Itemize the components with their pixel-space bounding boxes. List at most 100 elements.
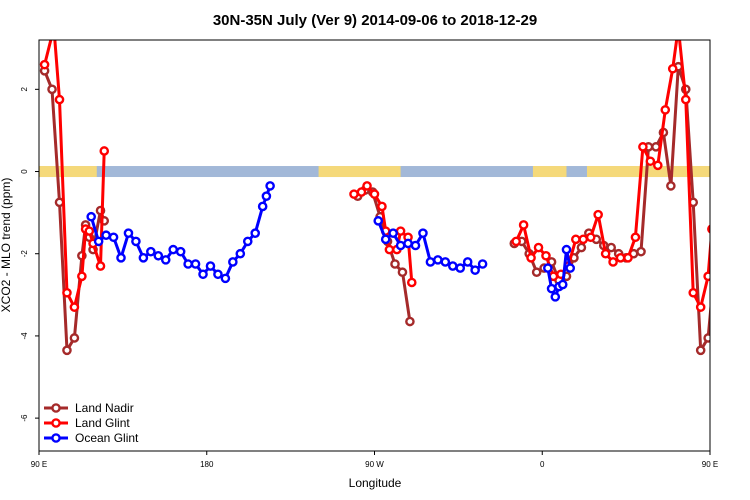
ocean-glint-point bbox=[395, 240, 406, 251]
y-tick-label: -2 bbox=[20, 250, 29, 258]
land-nadir-point bbox=[390, 259, 400, 269]
ocean-glint-series bbox=[86, 181, 750, 302]
land-strip-segment bbox=[586, 166, 710, 178]
ocean-glint-point bbox=[403, 238, 413, 249]
y-tick-label: -4 bbox=[20, 332, 29, 340]
ocean-glint-point bbox=[546, 283, 557, 294]
ocean-glint-point bbox=[160, 255, 171, 265]
ocean-glint-point bbox=[440, 257, 451, 267]
ocean-glint-point bbox=[721, 238, 728, 245]
land-glint-point bbox=[384, 244, 395, 255]
ocean-glint-point bbox=[235, 248, 246, 259]
ocean-glint-point bbox=[123, 228, 134, 238]
land-glint-point bbox=[608, 257, 618, 267]
land-glint-point bbox=[630, 232, 641, 243]
series-layer bbox=[39, 24, 750, 356]
land-glint-point bbox=[377, 201, 387, 212]
land-glint-point bbox=[716, 240, 723, 247]
ocean-glint-point bbox=[561, 244, 572, 255]
land-glint-point bbox=[653, 160, 663, 171]
legend-land-glint-marker bbox=[51, 418, 61, 428]
land-glint-point bbox=[526, 253, 536, 263]
ocean-glint-point bbox=[736, 234, 743, 241]
land-glint-point bbox=[680, 94, 691, 105]
ocean-glint-point bbox=[373, 216, 384, 226]
land-strip-segment bbox=[532, 166, 567, 178]
ocean-glint-point bbox=[138, 253, 149, 263]
ocean-glint-point bbox=[175, 246, 186, 257]
ocean-glint-point bbox=[447, 261, 458, 271]
ocean-glint-point bbox=[86, 211, 96, 222]
ocean-glint-point bbox=[425, 257, 436, 267]
land-nadir-point bbox=[703, 333, 710, 343]
ocean-glint-point bbox=[220, 273, 231, 284]
land-glint-point bbox=[69, 302, 80, 312]
legend-land-glint-label: Land Glint bbox=[75, 416, 130, 430]
y-axis-title: XCO2 - MLO trend (ppm) bbox=[0, 178, 13, 313]
ocean-glint-point bbox=[565, 263, 576, 273]
y-axis: 2 0 -2 -4 -6 bbox=[20, 87, 39, 422]
x-tick-label: 180 bbox=[200, 460, 214, 469]
land-glint-point bbox=[349, 189, 359, 199]
land-glint-point bbox=[571, 234, 581, 245]
land-nadir-point bbox=[62, 345, 72, 356]
land-nadir-point bbox=[606, 242, 617, 253]
ocean-glint-line bbox=[718, 217, 750, 260]
ocean-glint-point bbox=[557, 279, 568, 290]
ocean-glint-point bbox=[153, 250, 164, 261]
ocean-glint-point bbox=[116, 253, 126, 263]
land-nadir-point bbox=[716, 221, 723, 228]
land-glint-point bbox=[707, 224, 710, 234]
land-nadir-point bbox=[397, 267, 408, 278]
ocean-glint-point bbox=[433, 255, 443, 265]
ocean-glint-point bbox=[228, 257, 238, 267]
land-glint-point bbox=[578, 234, 589, 245]
ocean-glint-point bbox=[183, 259, 193, 269]
land-glint-point bbox=[695, 302, 706, 312]
ocean-glint-point bbox=[198, 269, 208, 280]
ocean-glint-point bbox=[168, 244, 178, 255]
x-axis: 90 E 180 90 W 0 90 E bbox=[31, 451, 718, 469]
ocean-glint-point bbox=[388, 228, 398, 238]
land-glint-point bbox=[406, 277, 417, 288]
land-glint-point bbox=[593, 209, 603, 220]
ocean-glint-point bbox=[205, 261, 216, 271]
land-glint-point bbox=[395, 226, 406, 236]
ocean-glint-point bbox=[455, 263, 466, 273]
ocean-glint-point bbox=[470, 265, 480, 275]
land-nadir-point bbox=[731, 207, 738, 214]
x-axis-title: Longitude bbox=[349, 476, 402, 490]
ocean-glint-point bbox=[213, 269, 223, 280]
land-glint-point bbox=[675, 24, 682, 31]
ocean-glint-point bbox=[744, 254, 750, 261]
land-nadir-point bbox=[666, 181, 676, 191]
land-nadir-point bbox=[723, 246, 730, 253]
ocean-glint-point bbox=[101, 230, 111, 241]
ocean-glint-point bbox=[261, 191, 272, 201]
land-nadir-point bbox=[531, 267, 542, 278]
land-nadir-point bbox=[47, 84, 57, 95]
land-glint-point bbox=[623, 253, 633, 263]
land-glint-point bbox=[615, 253, 626, 263]
ocean-glint-point bbox=[93, 236, 104, 247]
ocean-glint-point bbox=[410, 240, 421, 251]
y-tick-label: -6 bbox=[20, 414, 29, 422]
land-glint-point bbox=[703, 271, 710, 282]
legend-ocean-glint-marker bbox=[51, 433, 61, 443]
land-glint-point bbox=[533, 242, 544, 253]
legend-land-nadir-marker bbox=[51, 403, 61, 413]
x-tick-label: 90 E bbox=[31, 460, 47, 469]
ocean-glint-line bbox=[89, 185, 272, 280]
land-nadir-point bbox=[734, 217, 741, 224]
land-nadir-point bbox=[695, 345, 706, 356]
ocean-glint-point bbox=[729, 232, 736, 239]
land-glint-point bbox=[660, 105, 671, 115]
land-glint-point bbox=[39, 59, 50, 70]
x-tick-label: 0 bbox=[540, 460, 545, 469]
ocean-glint-point bbox=[108, 232, 119, 243]
land-glint-point bbox=[99, 146, 110, 156]
ocean-glint-point bbox=[550, 292, 561, 302]
land-nadir-point bbox=[69, 333, 80, 343]
ocean-glint-point bbox=[477, 259, 488, 269]
